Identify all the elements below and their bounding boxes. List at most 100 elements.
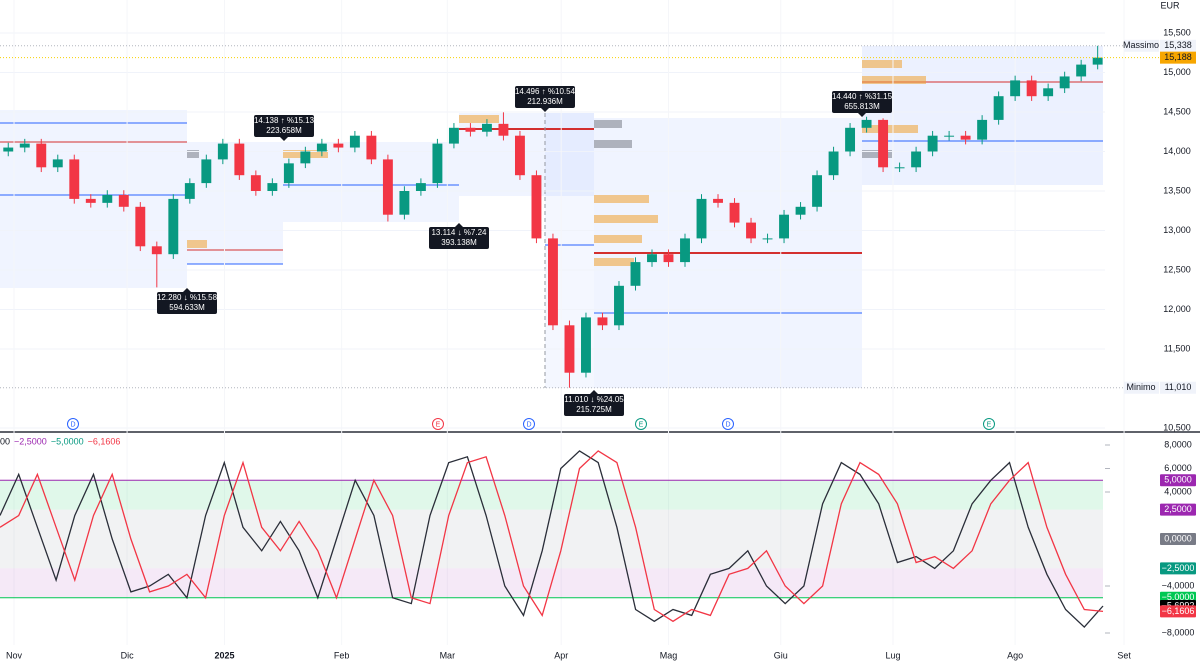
currency: EUR xyxy=(1160,0,1180,10)
candle-body xyxy=(1026,80,1037,97)
candle-body xyxy=(878,119,889,168)
osc-header: 00 xyxy=(0,436,10,446)
candle-body xyxy=(135,206,146,247)
callout-box xyxy=(429,227,489,249)
vp-bar xyxy=(594,235,642,243)
candle-body xyxy=(1010,80,1021,97)
osc-badge xyxy=(1160,474,1196,487)
price-badge xyxy=(1160,39,1196,52)
candle-body xyxy=(581,317,591,373)
x-tick-label: Lug xyxy=(885,650,900,660)
callout-box xyxy=(254,115,314,137)
candle-body xyxy=(267,183,278,191)
price-badge-label: 15,188 xyxy=(1164,52,1192,62)
vp-bar xyxy=(862,150,892,158)
candle-body xyxy=(465,127,476,132)
x-tick-label: Ago xyxy=(1007,650,1023,660)
osc-line xyxy=(0,450,1104,629)
candle-body xyxy=(415,183,426,191)
price-badge xyxy=(1160,51,1196,64)
osc-badge-label: −6,1606 xyxy=(1162,606,1195,616)
y-tick-label: 13,500 xyxy=(1163,185,1191,195)
callout-volume: 393.138M xyxy=(441,238,477,247)
candle-body xyxy=(102,194,113,203)
callout-text: 14.440 ↑ %31.15 xyxy=(832,92,893,101)
osc-header: −5,0000 xyxy=(51,436,84,446)
callout-text: 14.138 ↑ %15.13 xyxy=(254,116,315,125)
candle-body xyxy=(3,147,14,152)
candle-body xyxy=(250,175,261,191)
osc-tick-label: 6,0000 xyxy=(1164,463,1192,473)
candle-body xyxy=(977,119,988,140)
osc-badge xyxy=(1160,503,1196,516)
candle-body xyxy=(432,143,443,184)
candle-body xyxy=(614,285,624,326)
callout-volume: 215.725M xyxy=(576,405,612,414)
candle-body xyxy=(779,214,789,239)
candle-body xyxy=(333,143,344,148)
callout-volume: 212.936M xyxy=(527,97,563,106)
osc-badge-label: −5,0000 xyxy=(1162,592,1195,602)
event-marker xyxy=(67,418,79,430)
x-tick-label: Apr xyxy=(554,650,568,660)
candle-body xyxy=(564,325,575,373)
event-label: E xyxy=(987,421,992,428)
candle-body xyxy=(729,202,740,223)
y-tick-label: 14,500 xyxy=(1163,106,1191,116)
candle-body xyxy=(597,317,608,326)
osc-badge-label: −2,5000 xyxy=(1162,563,1195,573)
callout-pointer xyxy=(590,390,598,394)
candle-body xyxy=(498,123,509,136)
vp-bar xyxy=(594,258,634,266)
candle-body xyxy=(184,183,195,199)
callout-volume: 223.658M xyxy=(266,126,302,135)
candle-body xyxy=(795,206,806,215)
candle-body xyxy=(993,96,1004,120)
y-tick-label: 10,500 xyxy=(1163,422,1191,432)
candle-body xyxy=(366,135,377,160)
callout-text: 11.010 ↓ %24.05 xyxy=(564,395,624,404)
callout-volume: 655.813M xyxy=(844,102,880,111)
candle-body xyxy=(647,254,657,263)
x-tick-label: Mag xyxy=(660,650,678,660)
event-marker xyxy=(983,418,995,430)
candle-body xyxy=(713,198,723,203)
event-label: E xyxy=(436,421,441,428)
candle-body xyxy=(19,143,30,148)
y-tick-label: 15,500 xyxy=(1163,27,1191,37)
candle-body xyxy=(960,135,971,140)
y-tick-label: 13,000 xyxy=(1163,225,1191,235)
osc-badge xyxy=(1160,533,1196,545)
candle-body xyxy=(300,151,311,164)
candle-body xyxy=(746,222,756,239)
candle-body xyxy=(927,135,938,152)
y-tick-label: 12,500 xyxy=(1163,264,1191,274)
candle-body xyxy=(514,135,525,176)
candle-body xyxy=(36,143,47,168)
x-tick-label: Set xyxy=(1117,650,1131,660)
vp-bar xyxy=(459,115,499,123)
x-tick-label: 2025 xyxy=(214,650,234,660)
candle-body xyxy=(52,159,63,168)
price-name: Minimo xyxy=(1126,382,1155,392)
callout-pointer xyxy=(541,108,549,112)
event-marker xyxy=(635,418,647,430)
candle-body xyxy=(680,238,690,263)
event-marker xyxy=(722,418,734,430)
candle-body xyxy=(349,135,360,148)
x-tick-label: Nov xyxy=(6,650,23,660)
zone xyxy=(459,113,594,196)
candle-body xyxy=(911,151,922,168)
osc-band xyxy=(0,509,1103,569)
callout-pointer xyxy=(858,113,866,117)
y-tick-label: 14,000 xyxy=(1163,146,1191,156)
osc-badge-label: 0,0000 xyxy=(1164,533,1192,543)
candle-body xyxy=(1092,57,1103,65)
candle-body xyxy=(548,238,558,326)
callout-volume: 594.633M xyxy=(169,303,205,312)
vp-bar xyxy=(594,120,622,128)
candle-body xyxy=(448,127,459,144)
event-label: E xyxy=(639,421,644,428)
candle-body xyxy=(201,159,212,184)
